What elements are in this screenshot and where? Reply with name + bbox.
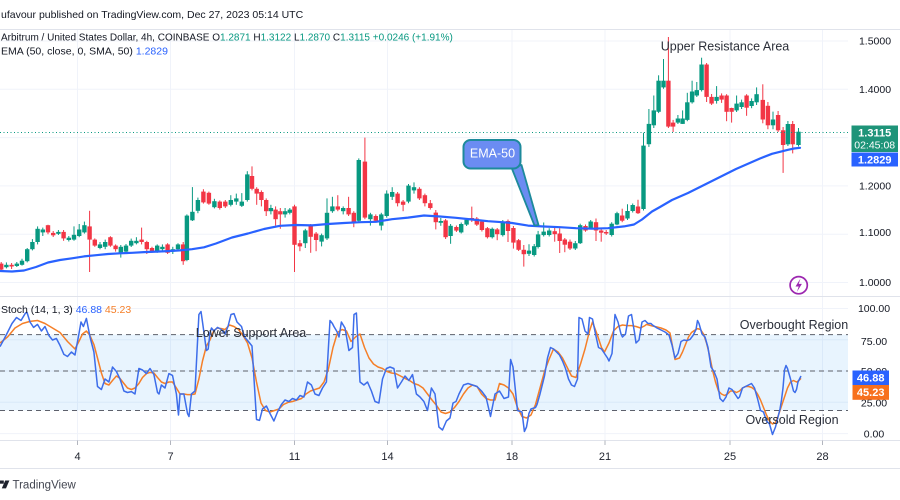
svg-text:02:45:08: 02:45:08	[854, 140, 895, 152]
svg-text:1.3115: 1.3115	[858, 128, 891, 140]
svg-text:EMA (50, close, 0, SMA, 50) 1.: EMA (50, close, 0, SMA, 50) 1.2829	[1, 46, 168, 58]
svg-text:11: 11	[289, 451, 300, 463]
svg-text:1.4000: 1.4000	[859, 84, 891, 96]
svg-text:75.00: 75.00	[861, 336, 887, 348]
svg-text:Lower Support Area: Lower Support Area	[196, 326, 307, 340]
svg-text:7: 7	[167, 451, 173, 463]
svg-text:28: 28	[816, 451, 828, 463]
svg-text:100.00: 100.00	[858, 303, 890, 315]
svg-text:21: 21	[599, 451, 611, 463]
svg-text:1.2829: 1.2829	[858, 155, 892, 167]
svg-text:1.1000: 1.1000	[859, 227, 891, 239]
svg-text:Oversold Region: Oversold Region	[745, 413, 838, 427]
svg-text:46.88: 46.88	[857, 373, 885, 385]
svg-text:TradingView: TradingView	[13, 480, 77, 492]
svg-text:14: 14	[381, 451, 393, 463]
svg-text:25: 25	[724, 451, 736, 463]
svg-text:25.00: 25.00	[861, 398, 887, 410]
svg-text:1.5000: 1.5000	[859, 36, 891, 48]
svg-text:Stoch (14, 1, 3) 46.88 45.23: Stoch (14, 1, 3) 46.88 45.23	[1, 304, 131, 316]
svg-text:45.23: 45.23	[857, 387, 885, 399]
svg-text:ufavour published on TradingVi: ufavour published on TradingView.com, De…	[1, 9, 304, 21]
svg-text:0.00: 0.00	[864, 428, 885, 440]
svg-text:18: 18	[506, 451, 518, 463]
svg-text:Upper Resistance Area: Upper Resistance Area	[661, 40, 790, 54]
svg-text:EMA-50: EMA-50	[470, 147, 515, 161]
svg-text:4: 4	[74, 451, 80, 463]
svg-text:1.2000: 1.2000	[859, 180, 891, 192]
svg-text:Arbitrum / United States Dolla: Arbitrum / United States Dollar, 4h, COI…	[1, 33, 453, 44]
svg-text:1.0000: 1.0000	[859, 277, 891, 289]
svg-text:Overbought Region: Overbought Region	[740, 318, 848, 332]
